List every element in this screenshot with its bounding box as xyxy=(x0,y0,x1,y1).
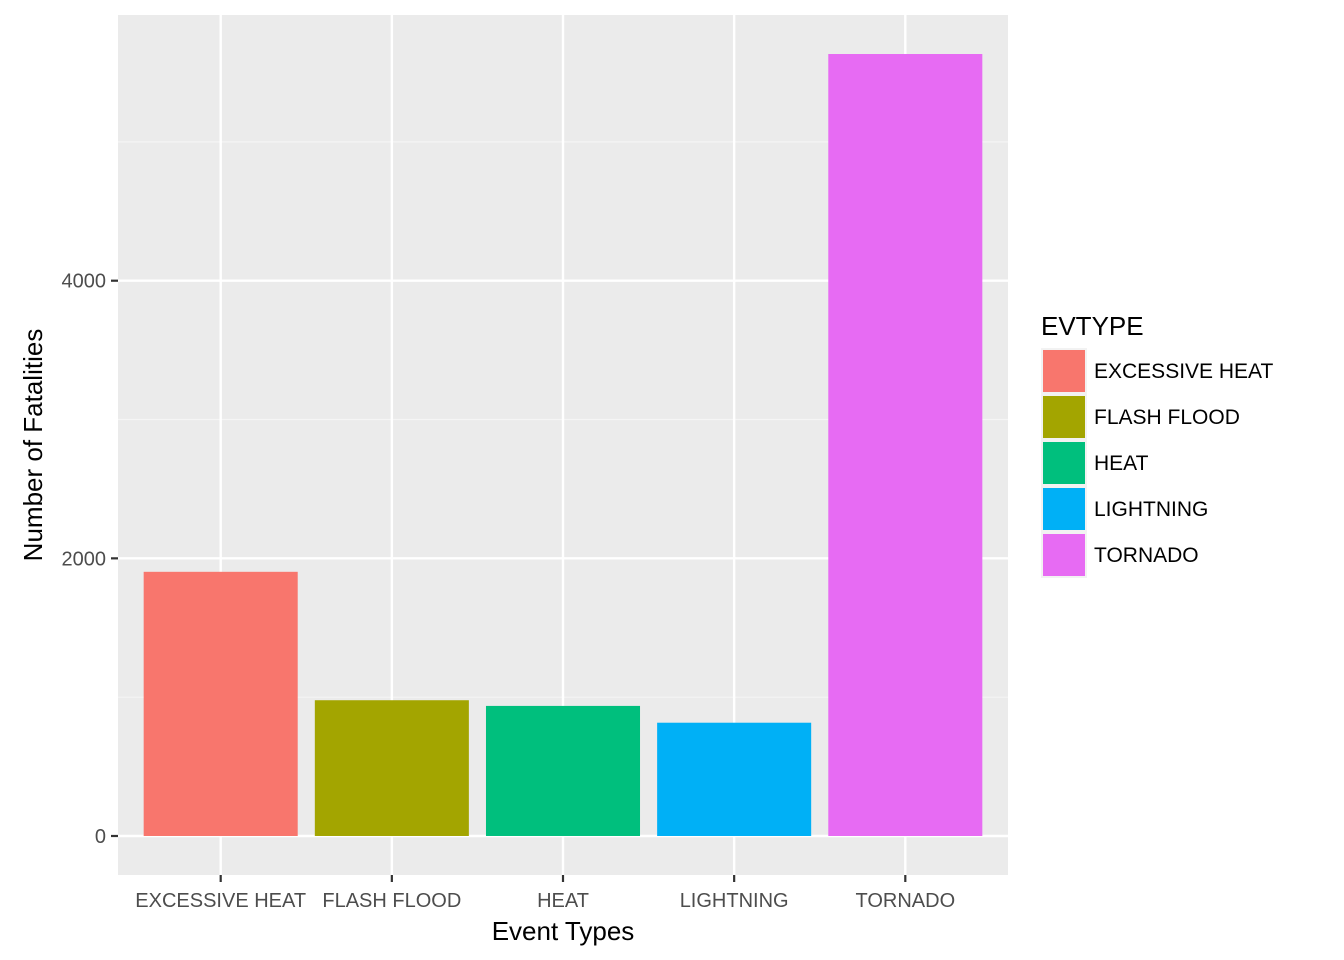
bar-tornado xyxy=(828,54,983,836)
y-tick-label: 4000 xyxy=(62,271,107,293)
legend-key xyxy=(1043,488,1085,530)
x-tick-label: TORNADO xyxy=(855,890,955,912)
legend-key xyxy=(1043,442,1085,484)
x-tick-label: EXCESSIVE HEAT xyxy=(135,890,306,912)
legend-title: EVTYPE xyxy=(1041,311,1144,341)
legend-key xyxy=(1043,350,1085,392)
bar-lightning xyxy=(657,722,812,836)
y-axis-title: Number of Fatalities xyxy=(18,329,48,562)
bars xyxy=(143,54,983,836)
legend-key xyxy=(1043,396,1085,438)
legend-label: FLASH FLOOD xyxy=(1094,406,1240,429)
legend: EVTYPE EXCESSIVE HEAT FLASH FLOOD HEAT LIGH… xyxy=(1041,311,1274,578)
bar-excessive-heat xyxy=(143,571,298,836)
legend-label: TORNADO xyxy=(1094,544,1199,567)
y-tick-label: 2000 xyxy=(62,548,107,570)
legend-label: HEAT xyxy=(1094,452,1149,475)
legend-label: EXCESSIVE HEAT xyxy=(1094,360,1274,383)
x-axis-title: Event Types xyxy=(492,916,635,946)
x-tick-label: HEAT xyxy=(537,890,589,912)
legend-key xyxy=(1043,534,1085,576)
y-tick-label: 0 xyxy=(95,826,106,848)
bar-flash-flood xyxy=(314,700,469,836)
legend-label: LIGHTNING xyxy=(1094,498,1208,521)
x-tick-label: LIGHTNING xyxy=(680,890,789,912)
x-tick-label: FLASH FLOOD xyxy=(322,890,461,912)
y-axis: 0 2000 4000 xyxy=(62,271,118,848)
bar-heat xyxy=(485,705,641,836)
x-axis: EXCESSIVE HEAT FLASH FLOOD HEAT LIGHTNING TO… xyxy=(135,875,955,912)
